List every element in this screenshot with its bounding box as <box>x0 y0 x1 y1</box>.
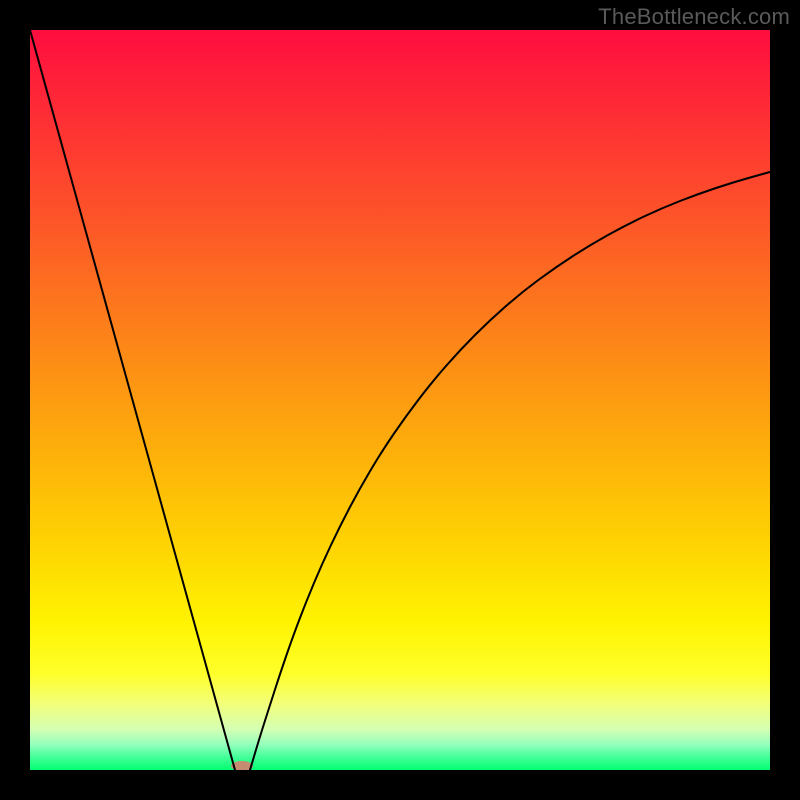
bottleneck-curve <box>30 30 770 770</box>
plot-area <box>30 30 770 770</box>
watermark-text: TheBottleneck.com <box>598 4 790 30</box>
chart-frame: TheBottleneck.com <box>0 0 800 800</box>
curve-layer <box>30 30 770 770</box>
